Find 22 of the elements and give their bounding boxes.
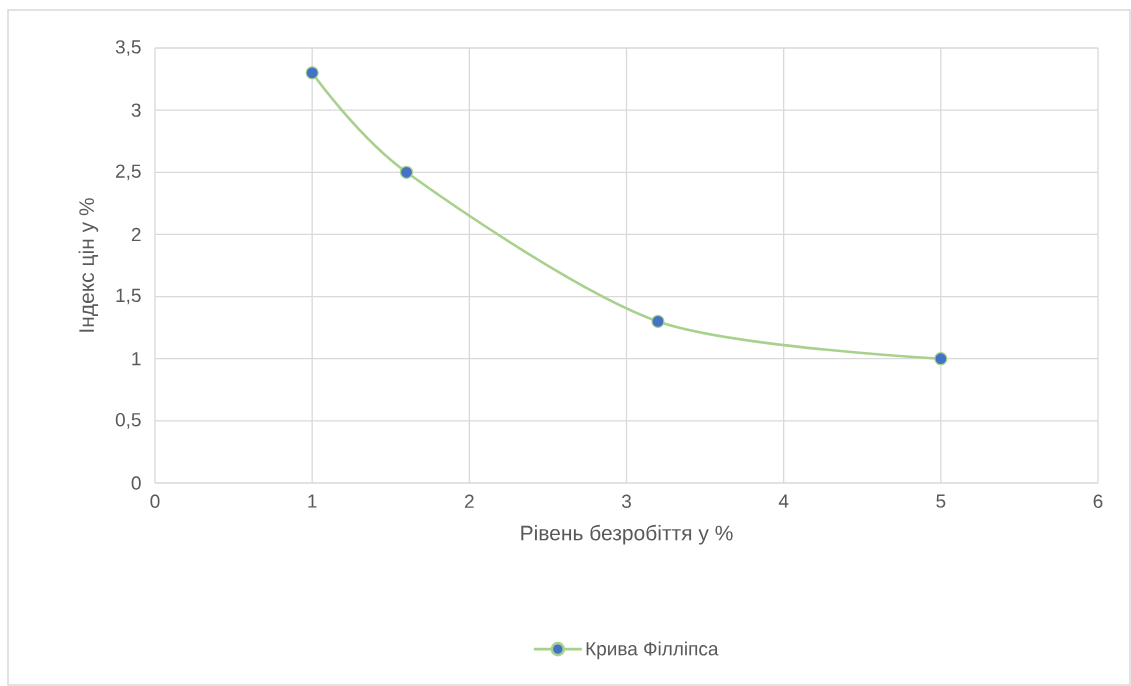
x-tick-label: 6 (1093, 494, 1103, 508)
y-tick-label: 2,5 (116, 164, 141, 181)
point (305, 66, 319, 80)
x-tick-label: 3 (621, 494, 631, 508)
point (399, 165, 414, 179)
point (934, 352, 948, 366)
y-tick-label: 0,5 (115, 413, 141, 429)
x-tick-label: 5 (936, 494, 946, 508)
y-axis-title: Індекс цін у % (78, 198, 99, 332)
y-tick-label: 1,5 (116, 288, 141, 305)
y-tick-label: 3,5 (115, 40, 141, 56)
x-tick-label: 1 (308, 494, 317, 508)
y-tick-label: 1 (132, 352, 141, 366)
point (651, 314, 665, 329)
x-axis-title: Рівень безробіття у % (521, 524, 733, 545)
legend-label: Крива Філліпса (586, 641, 719, 660)
y-tick-label: 2 (131, 227, 141, 242)
x-tick-label: 0 (150, 494, 160, 508)
y-tick-label: 0 (131, 476, 141, 490)
x-tick-label: 4 (778, 494, 789, 508)
y-tick-label: 3 (131, 103, 141, 117)
x-tick-label: 2 (465, 494, 474, 508)
